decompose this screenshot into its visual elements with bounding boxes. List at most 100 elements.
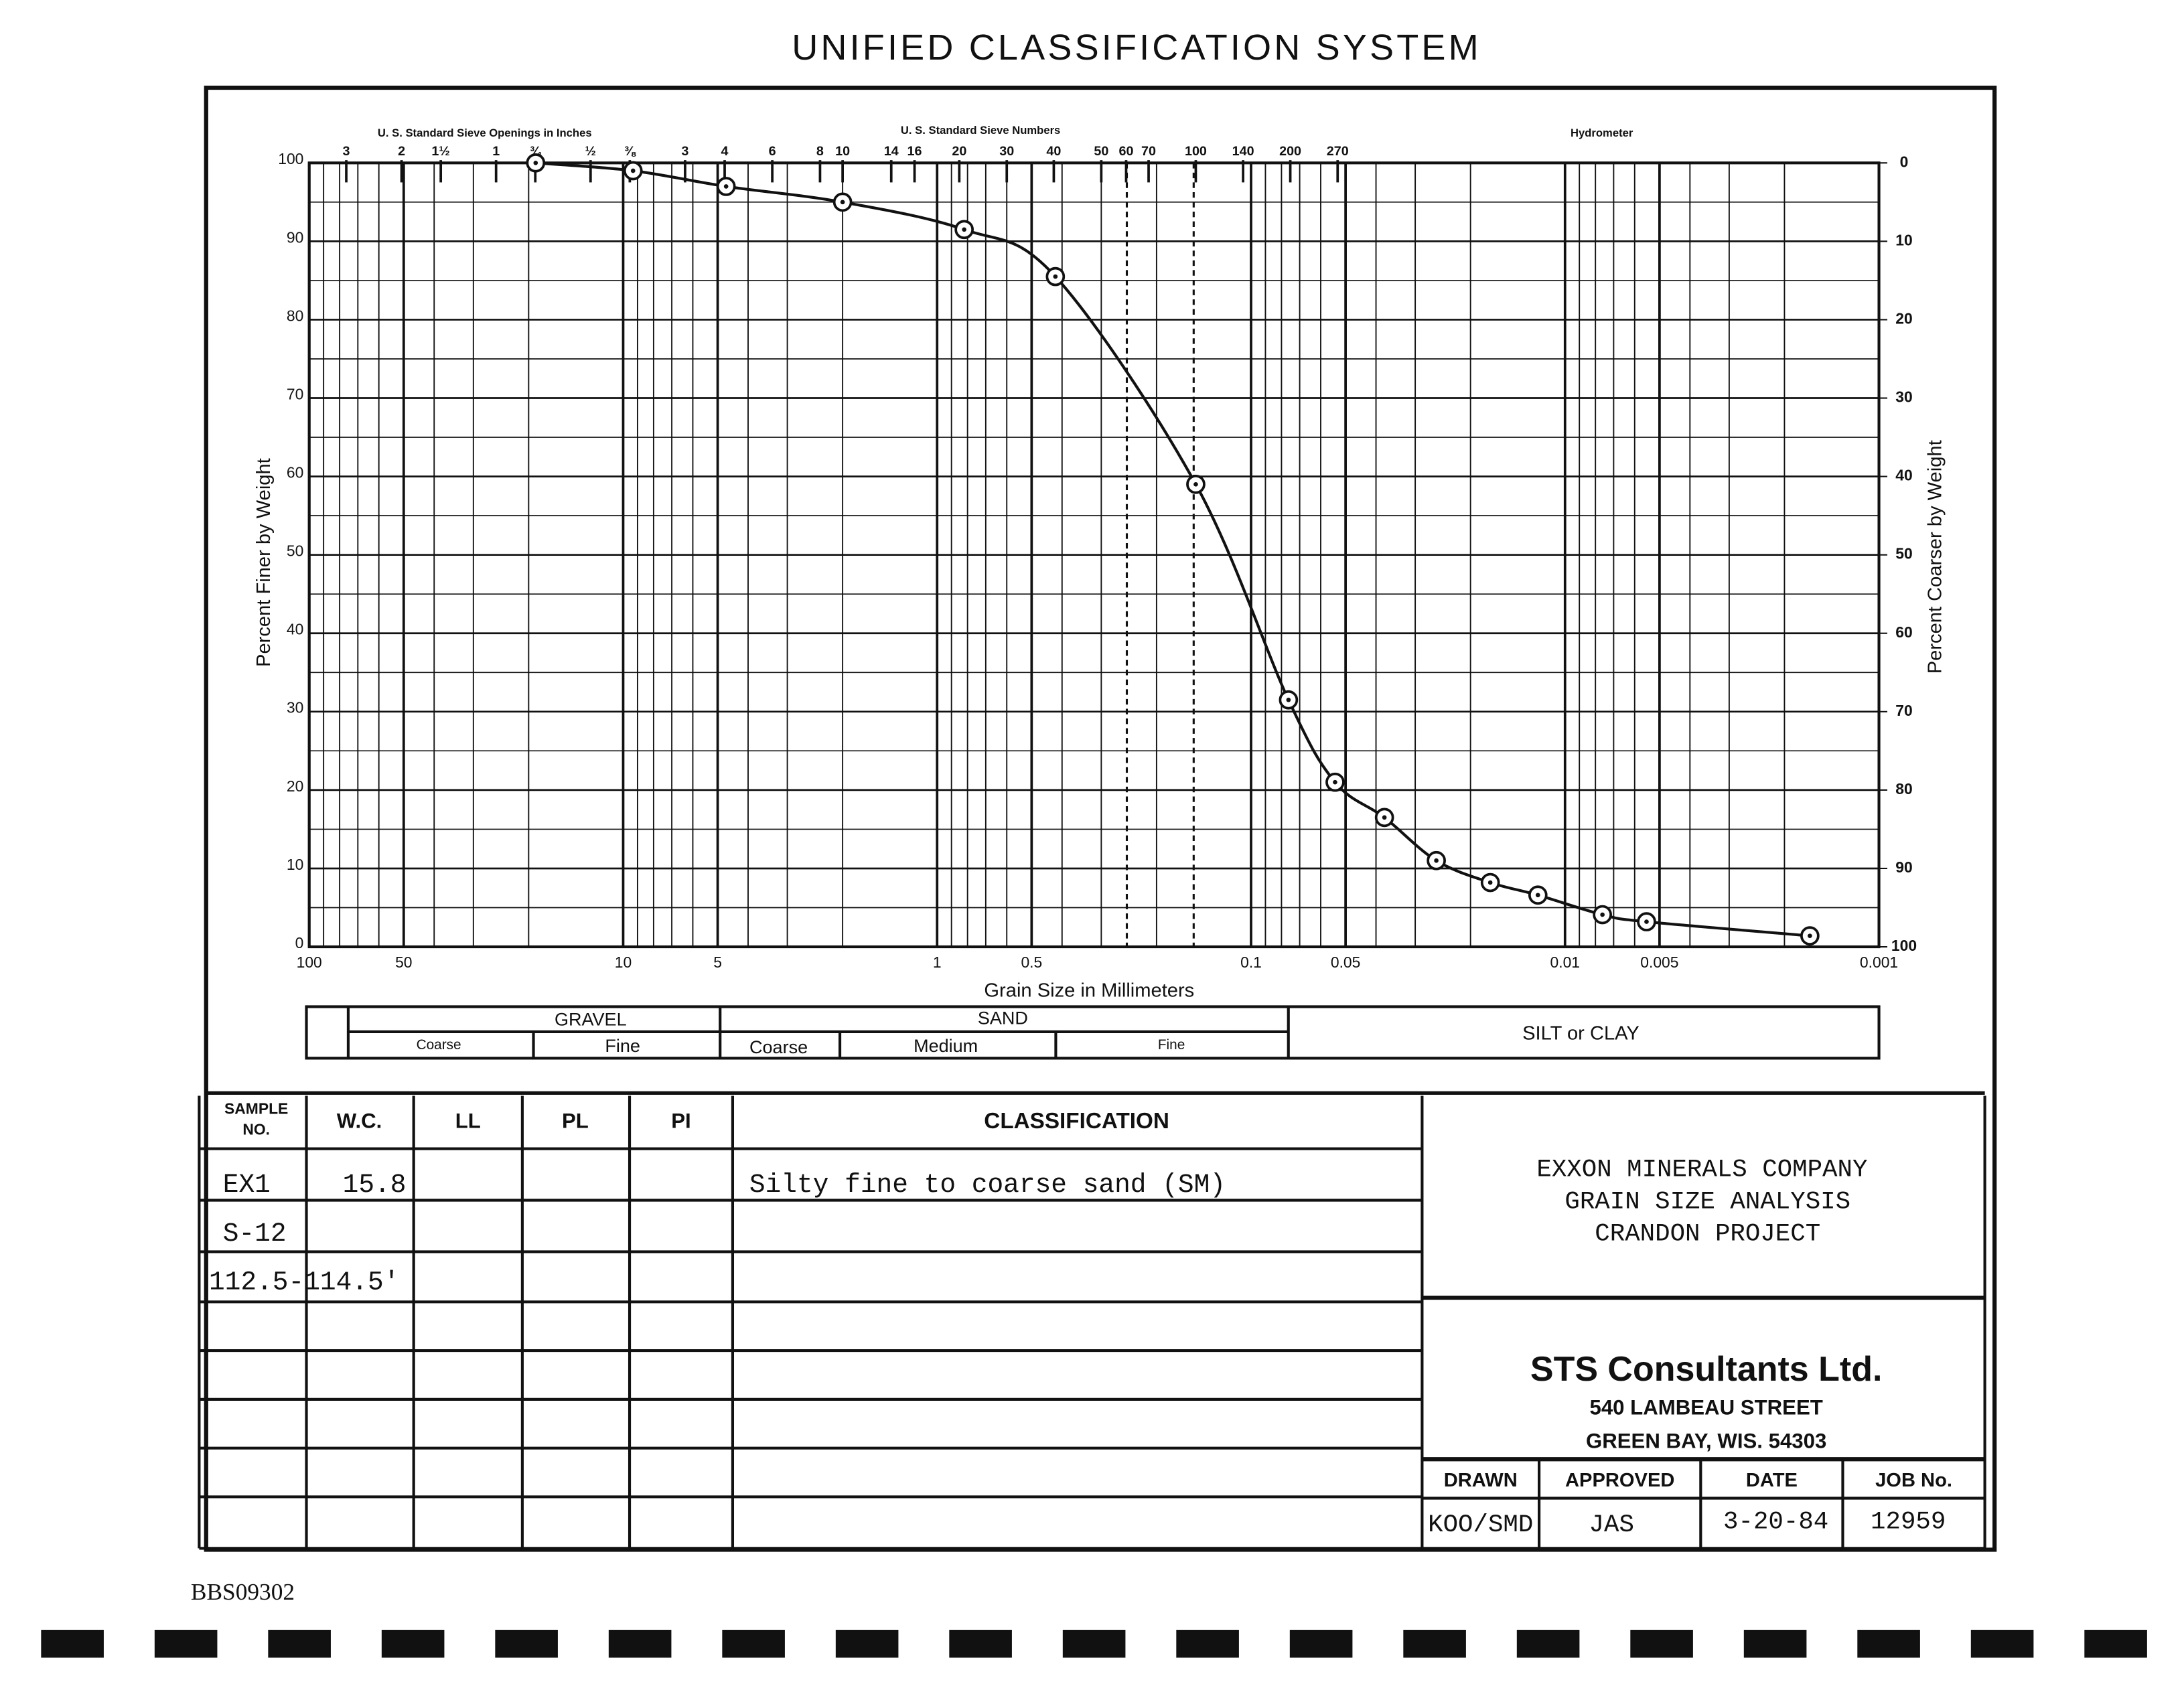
data-table [198,1095,1986,1550]
y2-tick-label: 90 [1895,858,1912,876]
x-tick-label: 50 [395,953,412,971]
table-cell: 112.5-114.5' [209,1268,399,1298]
scan-bar [154,1630,218,1658]
scan-bar [608,1630,672,1658]
class-sublabel: Fine [605,1036,640,1056]
class-label: GRAVEL [555,1009,627,1029]
scan-bar [268,1630,331,1658]
y-tick-label: 10 [287,856,303,873]
x2-tick-label: 16 [907,144,922,159]
y2-tick-label: 40 [1895,467,1912,484]
x2-tick-label: 3 [681,144,688,159]
table-cell: Silty fine to coarse sand (SM) [749,1170,1226,1200]
class-sublabel: Fine [1158,1037,1185,1053]
x-tick-label: 1 [933,953,942,971]
class-label: SAND [978,1008,1028,1028]
x2-tick-label: 270 [1327,144,1349,159]
x2-tick-label: ½ [585,144,596,159]
y-tick-label: 60 [287,463,303,481]
data-point-dot [1808,933,1812,938]
y-tick-label: 20 [287,777,303,795]
y-axis-label: Percent Finer by Weight [253,458,275,667]
y2-tick-label: 20 [1895,309,1912,327]
scan-bar [1516,1630,1580,1658]
data-point-dot [962,227,966,232]
footer-id: BBS09302 [191,1578,295,1605]
scan-bar [1630,1630,1693,1658]
x2-tick-label: 70 [1141,144,1156,159]
y-tick-label: 0 [295,934,304,951]
x2-tick-label: 4 [721,144,729,159]
field-value: KOO/SMD [1428,1511,1533,1539]
firm-address: 540 LAMBEAU STREET [1589,1396,1822,1420]
x2-tick-label: 200 [1279,144,1301,159]
data-point-dot [1286,697,1291,702]
y-tick-label: 40 [287,621,303,638]
data-point-dot [1487,880,1493,885]
x-tick-label: 5 [713,953,722,971]
scan-bar [1176,1630,1239,1658]
client-line: EXXON MINERALS COMPANY [1536,1156,1867,1184]
y2-tick-label: 0 [1900,153,1909,170]
x-axis-label: Grain Size in Millimeters [984,980,1194,1001]
scan-bar [1743,1630,1807,1658]
y2-tick-label: 60 [1895,623,1912,641]
client-line: GRAIN SIZE ANALYSIS [1564,1188,1850,1216]
data-point-dot [1600,912,1605,917]
data-point-dot [1333,779,1337,785]
soil-class-bar [305,1005,1881,1060]
x2-tick-label: 20 [952,144,966,159]
y-tick-label: 100 [278,150,303,167]
data-point-dot [1644,919,1649,924]
field-value: JAS [1589,1511,1634,1539]
scan-bar [722,1630,785,1658]
data-point-dot [1053,274,1058,279]
data-point-dot [1193,481,1198,487]
scan-bar [1403,1630,1466,1658]
scan-bar [2084,1630,2147,1658]
field-label: APPROVED [1565,1470,1674,1491]
scan-bar [381,1630,445,1658]
field-label: JOB No. [1875,1470,1952,1491]
field-label: DRAWN [1444,1470,1518,1491]
x2-header: U. S. Standard Sieve Numbers [901,124,1060,137]
y-tick-label: 30 [287,699,303,716]
scan-bar [1062,1630,1126,1658]
class-sublabel: Medium [914,1036,978,1056]
scan-bar [1289,1630,1353,1658]
table-cell: S-12 [223,1219,287,1249]
y-tick-label: 90 [287,228,303,246]
x2-header: Hydrometer [1571,127,1633,139]
x2-tick-label: 14 [884,144,899,159]
y2-axis-label: Percent Coarser by Weight [1924,440,1946,674]
scan-bar [1857,1630,1920,1658]
class-sublabel: Coarse [749,1037,808,1057]
scan-bar [949,1630,1012,1658]
table-header: SAMPLE [224,1099,288,1117]
table-header: NO. [242,1121,270,1138]
x-tick-label: 0.05 [1331,953,1361,971]
x2-tick-label: 2 [398,144,405,159]
client-line: CRANDON PROJECT [1595,1220,1820,1248]
x2-tick-label: 40 [1046,144,1061,159]
field-value: 12959 [1871,1509,1946,1537]
table-header: CLASSIFICATION [984,1109,1169,1134]
field-value: 3-20-84 [1723,1509,1828,1537]
x2-tick-label: 1½ [431,144,449,159]
data-point-dot [533,160,538,165]
x2-tick-label: 60 [1118,144,1133,159]
y2-tick-label: 80 [1895,780,1912,797]
scan-bar [835,1630,899,1658]
class-box [305,1005,1881,1060]
y2-tick-label: 10 [1895,231,1912,248]
firm-address: GREEN BAY, WIS. 54303 [1586,1430,1826,1453]
table-cell: EX1 [223,1170,271,1200]
class-label: SILT or CLAY [1522,1023,1640,1045]
y2-tick-label: 100 [1891,937,1917,954]
data-point-dot [1535,893,1540,898]
gradation-curve [535,161,1810,937]
y2-tick-label: 50 [1895,545,1912,562]
table-header: PI [671,1109,690,1132]
